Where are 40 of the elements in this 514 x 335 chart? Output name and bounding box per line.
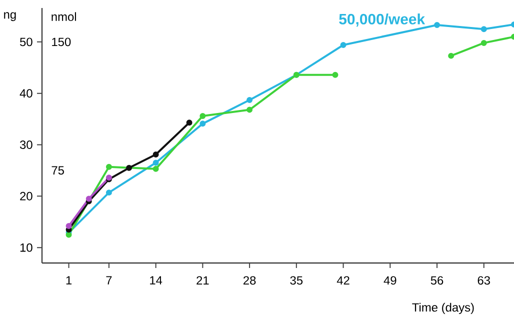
x-tick-label: 7 [106,276,112,284]
x-axis-title: Time (days) [412,302,474,314]
point [434,22,440,28]
point [152,152,159,158]
y-tick-label: 40 [20,89,32,98]
point [332,72,338,78]
annotation: 50,000/week [339,13,426,27]
x-tick-label: 49 [384,276,396,285]
x-tick-label: 28 [243,276,256,285]
point [480,26,487,32]
point [340,42,346,48]
x-tick-label: 35 [290,276,303,285]
x-tick-label: 42 [336,276,350,285]
point [200,112,206,119]
y-tick-label: 10 [20,243,32,252]
x-tick-label: 56 [430,276,444,285]
y2-axis-title: nmol [52,12,76,21]
y-tick-label: 50 [20,38,32,46]
point [246,97,253,104]
point [200,120,206,127]
x-tick-label: 21 [196,276,209,285]
x-tick-label: 1 [66,276,72,284]
point [186,120,192,126]
point [152,160,159,166]
y-axis-title: ng [4,12,16,22]
y-tick-label: 20 [20,192,32,200]
point [480,40,487,46]
point [106,190,112,196]
y-tick-label: 30 [20,140,32,149]
point [106,164,112,170]
point [152,166,159,172]
point [246,106,253,113]
point [66,222,72,229]
y2-tick-label: 150 [52,38,71,46]
point [86,196,92,202]
point [126,164,132,171]
x-tick-label: 63 [478,276,490,285]
point [448,52,454,59]
y2-tick-label: 75 [52,166,64,175]
x-tick-label: 14 [150,276,162,284]
